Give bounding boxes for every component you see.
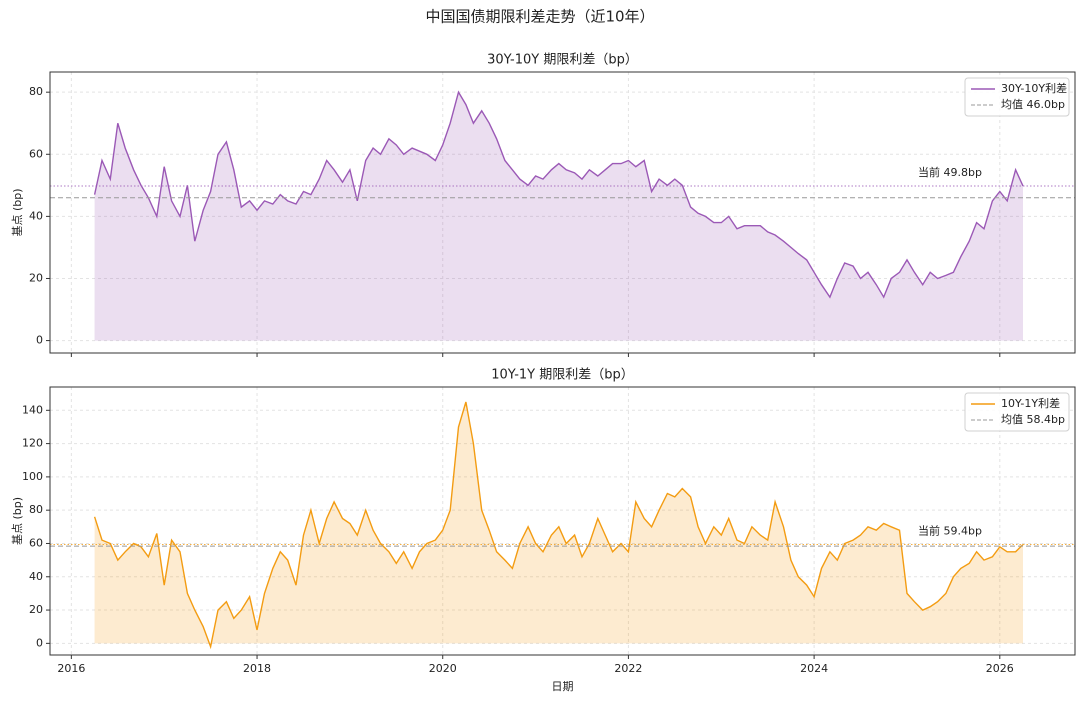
- legend-label: 30Y-10Y利差: [1001, 81, 1067, 95]
- y-tick-label: 40: [29, 570, 43, 583]
- y-tick-label: 0: [36, 636, 43, 649]
- y-tick-label: 60: [29, 147, 43, 160]
- y-tick-label: 20: [29, 603, 43, 616]
- legend-box: [964, 392, 1070, 432]
- y-tick-label: 80: [29, 503, 43, 516]
- y-tick-label: 100: [22, 470, 43, 483]
- x-tick-label: 2016: [57, 662, 85, 675]
- y-tick-label: 140: [22, 403, 43, 416]
- subplot-title: 30Y-10Y 期限利差（bp）: [487, 53, 638, 68]
- y-tick-label: 120: [22, 437, 43, 450]
- y-axis-label: 基点 (bp): [11, 188, 24, 236]
- x-axis-label: 日期: [552, 680, 574, 693]
- y-tick-label: 80: [29, 85, 43, 98]
- y-tick-label: 60: [29, 536, 43, 549]
- x-tick-label: 2018: [243, 662, 271, 675]
- legend-label: 均值 58.4bp: [1001, 413, 1065, 426]
- y-axis-label: 基点 (bp): [11, 497, 24, 545]
- y-tick-label: 40: [29, 209, 43, 222]
- current-label: 当前 59.4bp: [918, 523, 982, 537]
- legend-label: 均值 46.0bp: [1001, 98, 1065, 111]
- plot-frame: [49, 71, 1076, 354]
- y-tick-label: 20: [29, 271, 43, 284]
- area: [94, 402, 1024, 647]
- series-line: [93, 90, 1024, 299]
- x-tick-label: 2020: [429, 662, 457, 675]
- area: [94, 92, 1024, 341]
- legend-box: [964, 77, 1070, 117]
- plot-frame: [49, 386, 1076, 656]
- x-tick-label: 2022: [614, 662, 642, 675]
- x-tick-label: 2026: [986, 662, 1014, 675]
- y-tick-label: 0: [36, 334, 43, 347]
- subplot-title: 10Y-1Y 期限利差（bp）: [491, 368, 633, 383]
- figure-title: 中国国债期限利差走势（近10年）: [425, 8, 654, 26]
- x-tick-label: 2024: [800, 662, 828, 675]
- current-label: 当前 49.8bp: [918, 165, 982, 179]
- legend-label: 10Y-1Y利差: [1001, 396, 1060, 410]
- series-line: [93, 401, 1024, 650]
